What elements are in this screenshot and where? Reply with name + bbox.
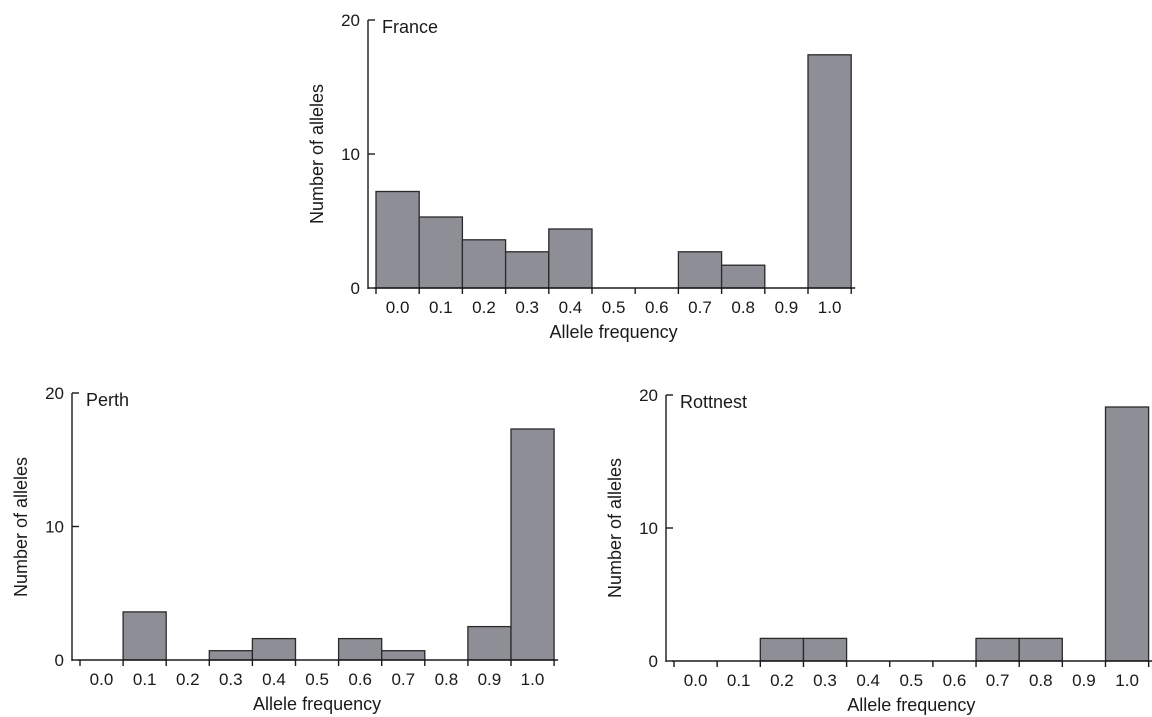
perth-bar-0-9 (467, 625, 512, 661)
france-bar-0-3 (504, 251, 550, 289)
perth-x-tick-label: 0.3 (219, 670, 243, 689)
rottnest-y-tick-label-10: 10 (639, 519, 658, 538)
rottnest-x-tick-label: 0.4 (856, 671, 880, 690)
france-x-tick-label: 0.9 (775, 298, 799, 317)
rottnest-bar-0-7 (975, 637, 1020, 662)
france-y-tick-label-0: 0 (351, 279, 360, 298)
rottnest-x-tick-label: 0.3 (813, 671, 837, 690)
perth-bar-0-1 (122, 611, 167, 661)
perth-x-tick-label: 0.9 (478, 670, 502, 689)
perth-bar-0-7 (381, 650, 426, 661)
france-bar-0-7 (677, 251, 723, 289)
france-y-axis-label: Number of alleles (307, 84, 327, 224)
perth-x-tick-label: 0.2 (176, 670, 200, 689)
perth-x-tick-label: 0.6 (348, 670, 372, 689)
france-x-tick-label: 0.0 (386, 298, 410, 317)
perth-bar-0-6 (337, 637, 383, 661)
perth-bar-0-4 (251, 637, 297, 661)
france-bar-0-4 (548, 228, 593, 289)
france-x-tick-label: 0.8 (731, 298, 755, 317)
perth-x-tick-label: 0.8 (435, 670, 459, 689)
rottnest-x-axis-label: Allele frequency (847, 695, 975, 715)
rottnest-x-tick-label: 0.5 (899, 671, 923, 690)
perth-bar-1-0 (510, 428, 555, 661)
france-panel-title: France (382, 17, 438, 37)
rottnest-bar-1-0 (1104, 406, 1150, 662)
france-x-tick-label: 0.1 (429, 298, 453, 317)
perth-x-tick-label: 0.1 (133, 670, 157, 689)
rottnest-x-tick-label: 1.0 (1115, 671, 1139, 690)
france-x-tick-label: 0.3 (515, 298, 539, 317)
france-y-tick-label-20: 20 (341, 11, 360, 30)
france-bar-0-0 (375, 190, 420, 289)
france-bar-0-1 (418, 216, 464, 289)
rottnest-x-tick-label: 0.1 (727, 671, 751, 690)
perth-x-tick-label: 1.0 (521, 670, 545, 689)
rottnest-bar-0-8 (1018, 637, 1063, 662)
perth-bar-0-3 (208, 650, 254, 661)
perth-y-axis-label: Number of alleles (11, 457, 31, 597)
perth-panel-title: Perth (86, 390, 129, 410)
rottnest-y-axis-label: Number of alleles (605, 458, 625, 598)
perth-y-tick-label-0: 0 (55, 651, 64, 670)
france-bar-0-8 (720, 264, 766, 289)
rottnest-x-tick-label: 0.9 (1072, 671, 1096, 690)
perth-x-tick-label: 0.7 (391, 670, 415, 689)
france-x-tick-label: 1.0 (818, 298, 842, 317)
perth-x-axis-label: Allele frequency (253, 694, 381, 714)
rottnest-panel-title: Rottnest (680, 392, 747, 412)
rottnest-x-tick-label: 0.0 (684, 671, 708, 690)
perth-x-tick-label: 0.5 (305, 670, 329, 689)
rottnest-x-tick-label: 0.8 (1029, 671, 1053, 690)
rottnest-x-tick-label: 0.7 (986, 671, 1010, 690)
france-x-tick-label: 0.2 (472, 298, 496, 317)
rottnest-y-tick-label-0: 0 (649, 652, 658, 671)
rottnest-x-tick-label: 0.2 (770, 671, 794, 690)
france-bar-0-2 (461, 239, 507, 289)
perth-x-tick-label: 0.4 (262, 670, 286, 689)
france-x-tick-label: 0.5 (602, 298, 626, 317)
france-y-tick-label-10: 10 (341, 145, 360, 164)
france-x-tick-label: 0.7 (688, 298, 712, 317)
france-bar-1-0 (807, 54, 852, 289)
france-x-tick-label: 0.6 (645, 298, 669, 317)
perth-x-tick-label: 0.0 (90, 670, 114, 689)
france-x-tick-label: 0.4 (559, 298, 583, 317)
rottnest-x-tick-label: 0.6 (943, 671, 967, 690)
perth-y-tick-label-10: 10 (45, 518, 64, 537)
france-x-axis-label: Allele frequency (550, 322, 678, 342)
rottnest-bar-0-2 (759, 637, 805, 662)
rottnest-bar-0-3 (802, 637, 848, 662)
perth-y-tick-label-20: 20 (45, 384, 64, 403)
rottnest-y-tick-label-20: 20 (639, 386, 658, 405)
